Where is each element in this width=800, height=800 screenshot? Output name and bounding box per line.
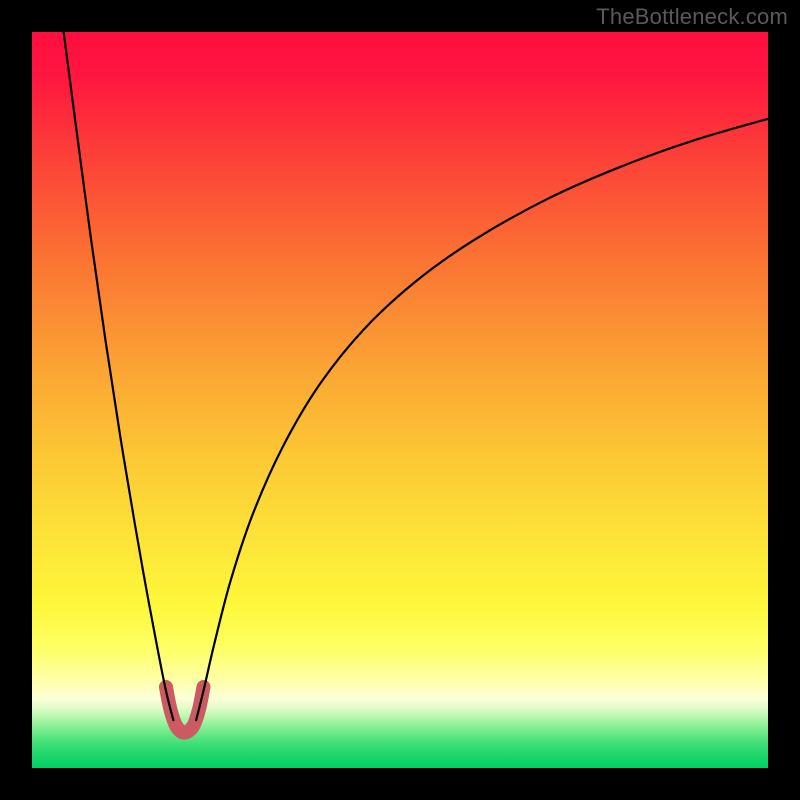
plot-area [32, 32, 768, 768]
watermark-text: TheBottleneck.com [596, 4, 788, 30]
chart-background [32, 32, 768, 768]
bottleneck-chart [32, 32, 768, 768]
chart-frame: TheBottleneck.com [0, 0, 800, 800]
